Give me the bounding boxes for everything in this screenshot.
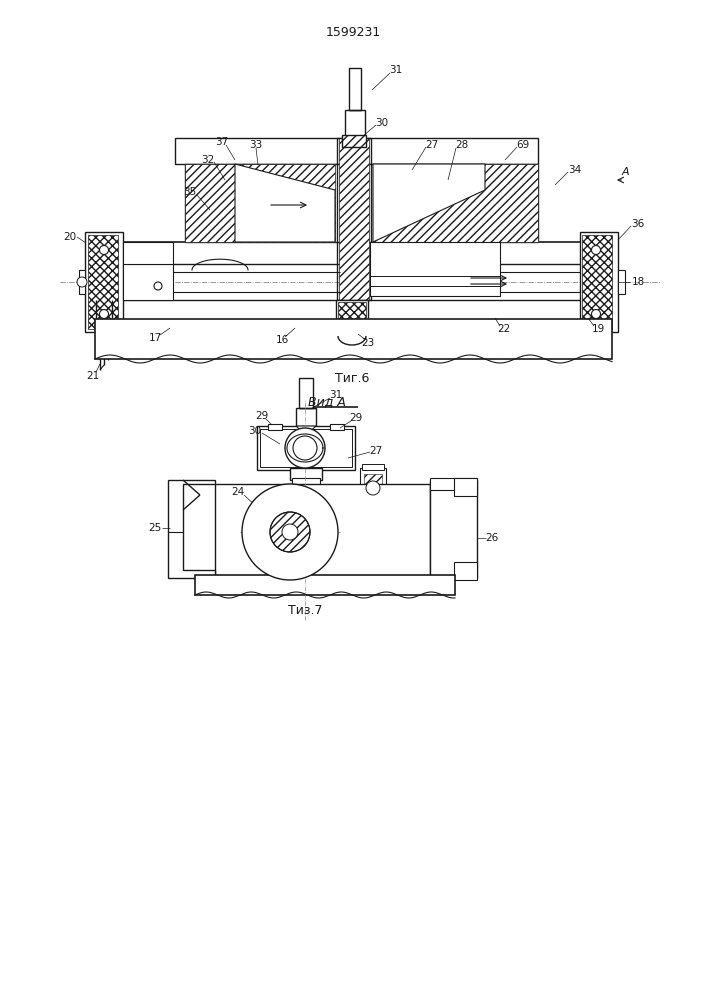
Circle shape: [154, 282, 162, 290]
Text: 31: 31: [390, 65, 402, 75]
Bar: [360, 468, 386, 508]
Text: 33: 33: [250, 140, 262, 150]
Text: 20: 20: [64, 232, 76, 242]
Bar: [370, 276, 500, 286]
Text: 32: 32: [201, 155, 215, 165]
Text: 27: 27: [369, 446, 382, 456]
Circle shape: [592, 310, 600, 318]
Bar: [292, 478, 320, 486]
Bar: [88, 235, 118, 329]
Polygon shape: [168, 480, 215, 578]
Bar: [257, 426, 355, 470]
Bar: [260, 429, 352, 467]
Text: 31: 31: [329, 390, 343, 400]
Text: 37: 37: [216, 137, 228, 147]
Bar: [175, 138, 538, 164]
Bar: [582, 235, 612, 329]
Text: 69: 69: [516, 140, 530, 150]
Bar: [185, 164, 335, 242]
Circle shape: [366, 481, 380, 495]
Bar: [375, 164, 538, 242]
Text: 18: 18: [631, 277, 645, 287]
Polygon shape: [618, 270, 625, 294]
Text: 28: 28: [455, 140, 469, 150]
Bar: [430, 478, 477, 490]
Bar: [337, 138, 371, 300]
Bar: [123, 242, 173, 264]
Text: 1599231: 1599231: [325, 25, 380, 38]
Text: 35: 35: [183, 187, 197, 197]
Circle shape: [242, 484, 338, 580]
Circle shape: [285, 428, 325, 468]
Bar: [336, 300, 368, 336]
Circle shape: [592, 245, 600, 254]
Text: Τиг.6: Τиг.6: [335, 371, 369, 384]
Text: 17: 17: [148, 333, 162, 343]
Text: 19: 19: [591, 324, 604, 334]
Text: 22: 22: [498, 324, 510, 334]
Text: 25: 25: [148, 523, 162, 533]
Text: 23: 23: [361, 338, 375, 348]
Circle shape: [282, 524, 298, 540]
Bar: [370, 242, 500, 296]
Polygon shape: [373, 164, 485, 242]
Bar: [338, 302, 366, 334]
Bar: [362, 506, 384, 512]
Polygon shape: [79, 270, 85, 294]
Text: 34: 34: [568, 165, 582, 175]
Bar: [296, 408, 316, 428]
Bar: [339, 138, 369, 300]
Text: A: A: [621, 167, 629, 177]
Bar: [362, 464, 384, 470]
Text: 30: 30: [248, 426, 262, 436]
Bar: [342, 135, 366, 147]
Bar: [95, 319, 612, 359]
Bar: [330, 424, 344, 430]
Bar: [454, 478, 477, 496]
Bar: [580, 232, 618, 332]
Text: Τиз.7: Τиз.7: [288, 603, 322, 616]
Text: 26: 26: [486, 533, 498, 543]
Text: 27: 27: [426, 140, 438, 150]
Bar: [290, 468, 322, 480]
Bar: [364, 474, 382, 504]
Bar: [95, 242, 612, 320]
Text: 21: 21: [86, 371, 100, 381]
Text: Вид A: Вид A: [308, 395, 346, 408]
Bar: [185, 164, 538, 242]
Bar: [195, 575, 455, 595]
Bar: [85, 232, 123, 332]
Polygon shape: [296, 426, 316, 435]
Bar: [349, 68, 361, 110]
Bar: [123, 264, 173, 300]
Text: 16: 16: [275, 335, 288, 345]
Bar: [454, 562, 477, 580]
Text: 29: 29: [255, 411, 269, 421]
Circle shape: [293, 436, 317, 460]
Text: 24: 24: [231, 487, 245, 497]
Bar: [299, 378, 313, 408]
Bar: [345, 110, 365, 138]
Bar: [268, 424, 282, 430]
Text: 29: 29: [349, 413, 363, 423]
Polygon shape: [235, 164, 335, 242]
Circle shape: [270, 512, 310, 552]
Circle shape: [100, 245, 108, 254]
Circle shape: [77, 277, 87, 287]
Text: 30: 30: [375, 118, 389, 128]
Bar: [215, 484, 430, 580]
Circle shape: [100, 310, 108, 318]
Text: 36: 36: [631, 219, 645, 229]
Bar: [430, 480, 477, 578]
